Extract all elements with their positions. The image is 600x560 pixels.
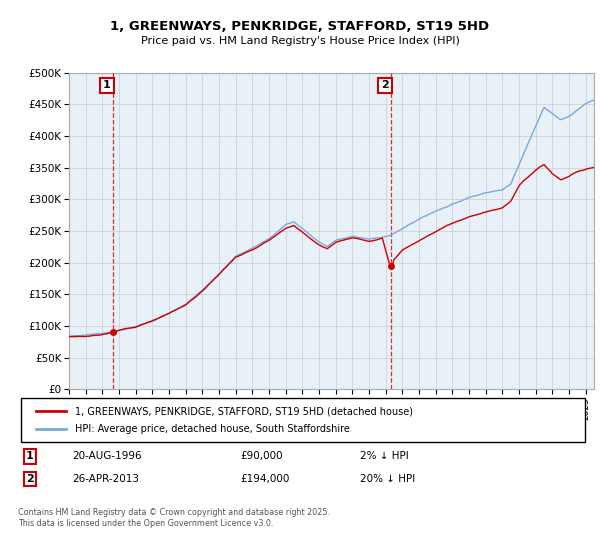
Text: £194,000: £194,000 [240,474,289,484]
Text: 2: 2 [26,474,34,484]
Text: 2: 2 [381,81,389,90]
Text: HPI: Average price, detached house, South Staffordshire: HPI: Average price, detached house, Sout… [75,423,350,433]
Text: £90,000: £90,000 [240,451,283,461]
Text: 20% ↓ HPI: 20% ↓ HPI [360,474,415,484]
Text: Price paid vs. HM Land Registry's House Price Index (HPI): Price paid vs. HM Land Registry's House … [140,36,460,46]
Text: 26-APR-2013: 26-APR-2013 [72,474,139,484]
Text: Contains HM Land Registry data © Crown copyright and database right 2025.
This d: Contains HM Land Registry data © Crown c… [18,508,330,528]
Text: 20-AUG-1996: 20-AUG-1996 [72,451,142,461]
Text: 1, GREENWAYS, PENKRIDGE, STAFFORD, ST19 5HD: 1, GREENWAYS, PENKRIDGE, STAFFORD, ST19 … [110,20,490,32]
Text: 1: 1 [26,451,34,461]
Text: 1: 1 [103,81,111,90]
Text: 1, GREENWAYS, PENKRIDGE, STAFFORD, ST19 5HD (detached house): 1, GREENWAYS, PENKRIDGE, STAFFORD, ST19 … [75,407,413,417]
Text: 2% ↓ HPI: 2% ↓ HPI [360,451,409,461]
